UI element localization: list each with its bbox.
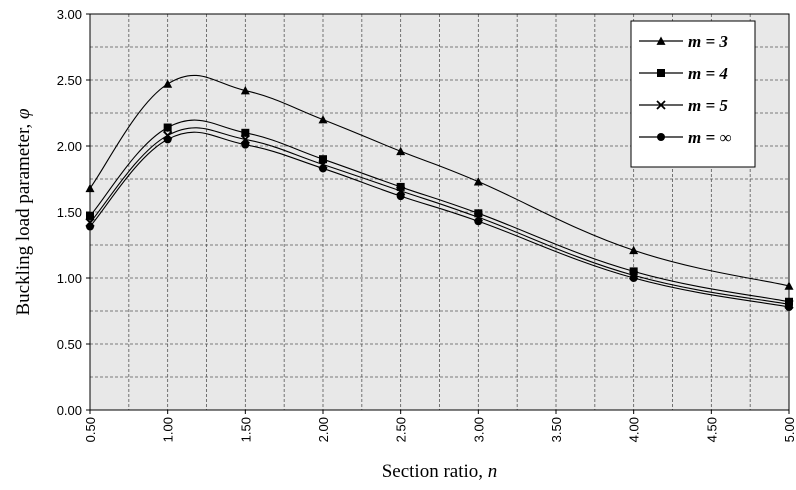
y-tick-label: 0.50 [57, 337, 82, 352]
data-point-series-4 [396, 192, 405, 201]
legend-marker [657, 133, 665, 141]
data-point-series-2 [163, 123, 172, 132]
data-point-series-1 [163, 79, 173, 88]
legend-label: m = ∞ [688, 128, 732, 147]
legend-marker [656, 36, 666, 45]
data-point-series-1 [240, 86, 250, 95]
data-point-series-1 [318, 115, 328, 124]
y-tick-label: 1.00 [57, 271, 82, 286]
legend-label: m = 4 [688, 64, 728, 83]
plot-frame [89, 13, 790, 411]
y-tick-labels: 0.00 0.50 1.00 1.50 2.00 2.50 3.00 [57, 7, 90, 418]
data-point-series-4 [319, 164, 327, 173]
y-tick-label: 2.50 [57, 73, 82, 88]
x-tick-label: 1.50 [238, 417, 253, 442]
data-point-series-4 [163, 135, 172, 144]
legend: m = 3 m = 4 m = 5 m = ∞ [630, 20, 756, 168]
legend-label: m = 5 [688, 96, 728, 115]
data-point-series-2 [319, 155, 327, 164]
x-axis-title: Section ratio, n [382, 461, 498, 482]
x-tick-label: 3.50 [549, 417, 564, 442]
legend-marker [657, 69, 665, 77]
data-point-series-4 [629, 274, 638, 282]
x-tick-label: 5.00 [782, 417, 796, 442]
data-point-series-1 [396, 146, 406, 156]
data-point-series-4 [241, 140, 250, 149]
data-point-series-2 [629, 267, 638, 276]
data-point-series-1 [629, 245, 639, 255]
data-point-series-2 [396, 182, 405, 191]
data-point-series-1 [473, 177, 483, 186]
y-tick-label: 3.00 [57, 7, 82, 22]
x-tick-label: 2.00 [316, 417, 331, 442]
legend-label: m = 3 [688, 32, 728, 51]
x-tick-label: 3.00 [471, 417, 486, 442]
x-tick-label: 0.50 [83, 417, 98, 442]
x-tick-labels: 0.50 1.00 1.50 2.00 2.50 3.00 3.50 4.00 4.50 5.00 [83, 410, 796, 442]
y-axis-title: Buckling load parameter, φ [13, 108, 34, 315]
x-tick-label: 1.00 [161, 417, 176, 442]
data-point-series-2 [474, 209, 483, 218]
x-tick-label: 4.50 [704, 417, 719, 442]
data-point-series-2 [241, 128, 250, 137]
legend-box [630, 20, 756, 168]
x-tick-label: 2.50 [394, 417, 409, 442]
y-tick-label: 0.00 [57, 403, 82, 418]
y-tick-label: 2.00 [57, 139, 82, 154]
legend-marker [656, 100, 666, 110]
data-point-series-4 [474, 217, 483, 226]
x-tick-label: 4.00 [627, 417, 642, 442]
y-tick-label: 1.50 [57, 205, 82, 220]
